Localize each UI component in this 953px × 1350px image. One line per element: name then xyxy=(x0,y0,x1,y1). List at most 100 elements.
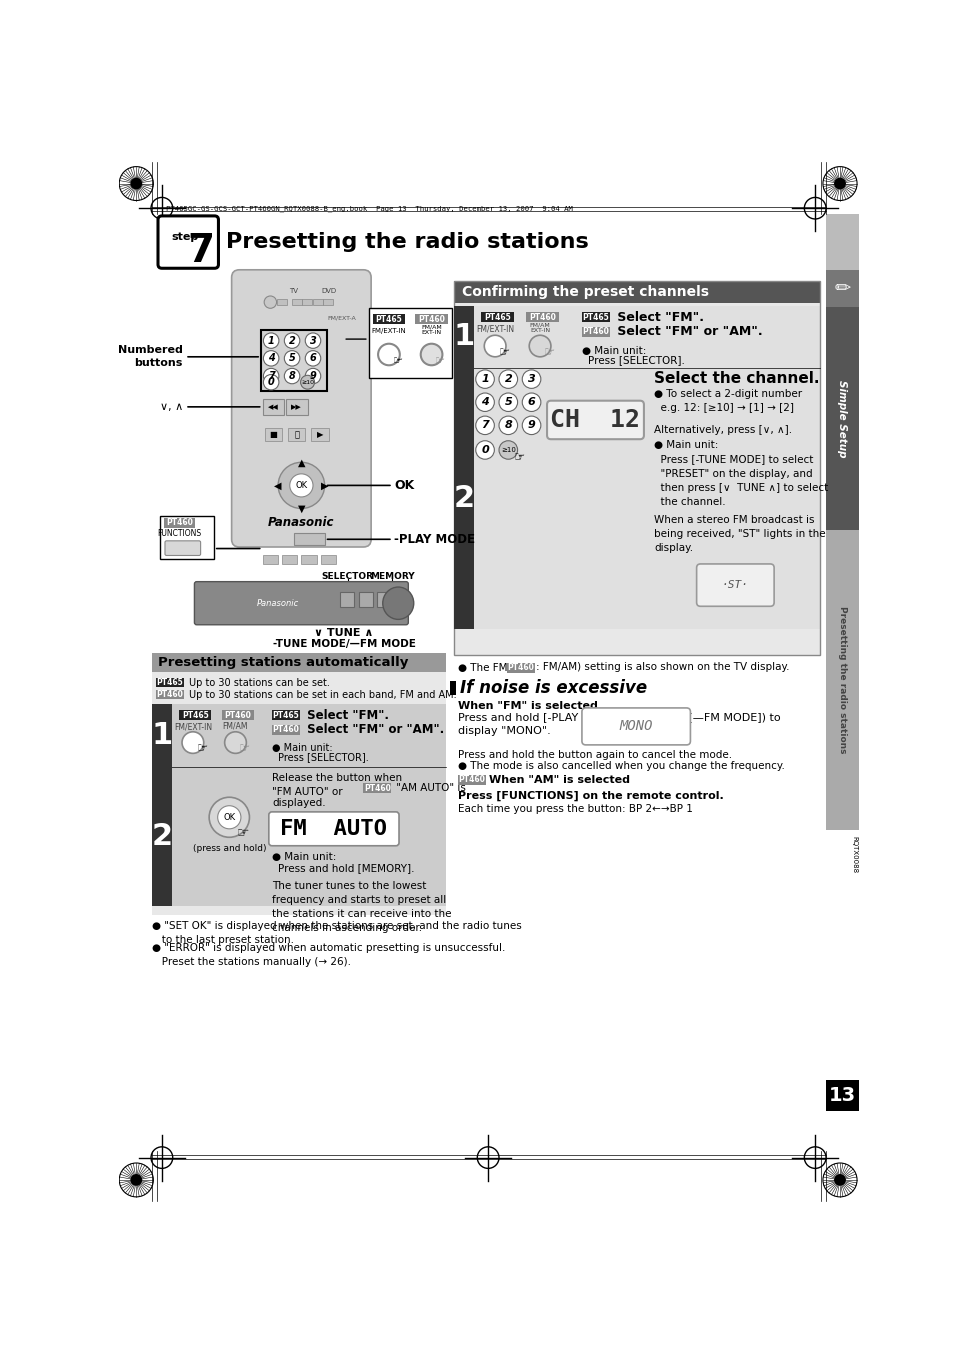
Text: PT460: PT460 xyxy=(582,327,609,336)
Text: When "AM" is selected: When "AM" is selected xyxy=(488,775,629,784)
Circle shape xyxy=(131,178,142,189)
Text: Presetting stations automatically: Presetting stations automatically xyxy=(158,656,408,670)
Text: 1: 1 xyxy=(453,323,475,351)
Circle shape xyxy=(305,369,320,383)
Text: Presetting the radio stations: Presetting the radio stations xyxy=(837,606,846,753)
Circle shape xyxy=(217,806,241,829)
Text: ■: ■ xyxy=(270,431,277,439)
Text: 9: 9 xyxy=(310,371,316,381)
Text: 1: 1 xyxy=(152,721,172,751)
Circle shape xyxy=(284,369,299,383)
Text: "AM AUTO" is: "AM AUTO" is xyxy=(393,783,465,792)
Bar xyxy=(506,663,534,672)
FancyBboxPatch shape xyxy=(581,707,690,745)
Text: 1: 1 xyxy=(268,336,274,346)
Text: Select "FM" or "AM".: Select "FM" or "AM". xyxy=(612,325,761,339)
Text: FM/EXT-IN: FM/EXT-IN xyxy=(371,328,406,335)
Bar xyxy=(454,281,819,655)
Bar xyxy=(265,428,282,440)
Bar xyxy=(457,775,485,784)
Text: FUNCTIONS: FUNCTIONS xyxy=(157,529,201,537)
Text: When a stereo FM broadcast is
being received, "ST" lights in the
display.: When a stereo FM broadcast is being rece… xyxy=(654,516,824,554)
Circle shape xyxy=(182,732,204,753)
Text: RQTX0088: RQTX0088 xyxy=(851,837,857,873)
Bar xyxy=(179,710,212,721)
Text: 3: 3 xyxy=(527,374,535,385)
Bar xyxy=(454,367,819,629)
Bar xyxy=(155,690,183,699)
Text: Panasonic: Panasonic xyxy=(268,516,335,529)
FancyBboxPatch shape xyxy=(194,582,408,625)
Circle shape xyxy=(476,440,494,459)
Text: ◀: ◀ xyxy=(274,481,281,490)
Bar xyxy=(376,591,390,608)
Circle shape xyxy=(284,333,299,348)
Text: ☞: ☞ xyxy=(239,743,250,755)
Circle shape xyxy=(521,393,540,412)
Text: 7: 7 xyxy=(187,232,214,270)
FancyBboxPatch shape xyxy=(165,541,200,555)
Text: Press and hold the button again to cancel the mode.: Press and hold the button again to cance… xyxy=(457,751,731,760)
Text: 2: 2 xyxy=(289,336,295,346)
Text: ☞: ☞ xyxy=(514,451,525,464)
Circle shape xyxy=(498,440,517,459)
Text: PT465: PT465 xyxy=(375,315,402,324)
Circle shape xyxy=(521,370,540,389)
Text: 4: 4 xyxy=(480,397,488,408)
Bar xyxy=(311,428,328,440)
Text: ∨, ∧: ∨, ∧ xyxy=(159,402,183,412)
Circle shape xyxy=(305,333,320,348)
Bar xyxy=(261,329,327,391)
Text: PT465: PT465 xyxy=(156,678,183,687)
Text: Press [FUNCTIONS] on the remote control.: Press [FUNCTIONS] on the remote control. xyxy=(457,790,723,801)
Circle shape xyxy=(476,370,494,389)
Bar xyxy=(480,312,513,323)
Text: ∨ TUNE ∧: ∨ TUNE ∧ xyxy=(314,628,374,639)
Bar xyxy=(454,281,819,302)
Text: Confirming the preset channels: Confirming the preset channels xyxy=(461,285,708,300)
FancyBboxPatch shape xyxy=(696,564,773,606)
Text: ≥10: ≥10 xyxy=(301,379,314,385)
Text: 4: 4 xyxy=(268,354,274,363)
Bar xyxy=(373,315,405,324)
Text: Select "FM".: Select "FM". xyxy=(612,310,703,324)
Text: PT460: PT460 xyxy=(417,315,444,324)
Text: 7: 7 xyxy=(268,371,274,381)
Circle shape xyxy=(476,416,494,435)
Bar xyxy=(581,312,609,323)
Bar xyxy=(581,327,609,336)
Circle shape xyxy=(300,375,314,389)
Text: : FM/AM) setting is also shown on the TV display.: : FM/AM) setting is also shown on the TV… xyxy=(536,663,789,672)
Text: Simple Setup: Simple Setup xyxy=(837,379,846,458)
Circle shape xyxy=(498,370,517,389)
Bar xyxy=(313,300,323,305)
Bar xyxy=(525,312,558,323)
Text: ☞: ☞ xyxy=(543,346,555,359)
Text: Alternatively, press [∨, ∧].
● Main unit:
  Press [-TUNE MODE] to select
  "PRES: Alternatively, press [∨, ∧]. ● Main unit… xyxy=(654,425,827,508)
Text: 7: 7 xyxy=(480,420,488,431)
Text: Release the button when
"FM AUTO" or: Release the button when "FM AUTO" or xyxy=(272,774,401,798)
Circle shape xyxy=(498,393,517,412)
Bar xyxy=(152,767,172,906)
Bar xyxy=(369,308,452,378)
Text: 13: 13 xyxy=(828,1085,855,1104)
Text: PT460: PT460 xyxy=(507,663,534,672)
Text: FM/EXT-A: FM/EXT-A xyxy=(327,315,355,320)
Circle shape xyxy=(131,1174,142,1185)
Text: Press [SELECTOR].: Press [SELECTOR]. xyxy=(587,355,684,366)
Text: Select the channel.: Select the channel. xyxy=(654,371,819,386)
Bar xyxy=(288,428,305,440)
Bar xyxy=(454,306,474,367)
Bar xyxy=(294,533,324,545)
Bar xyxy=(825,1080,858,1111)
Text: ● Main unit:: ● Main unit: xyxy=(581,346,645,356)
Text: Press and hold [-PLAY MODE] (main unit: [—FM MODE]) to
display "MONO".: Press and hold [-PLAY MODE] (main unit: … xyxy=(457,711,780,736)
Text: ☞: ☞ xyxy=(236,826,250,840)
Text: Presetting the radio stations: Presetting the radio stations xyxy=(226,232,588,252)
Text: (press and hold): (press and hold) xyxy=(193,844,266,853)
Bar xyxy=(152,653,446,672)
Bar xyxy=(301,555,316,564)
Text: Press [SELECTOR].: Press [SELECTOR]. xyxy=(278,752,369,761)
Text: FM/EXT-IN: FM/EXT-IN xyxy=(476,324,514,333)
Bar xyxy=(394,591,407,608)
